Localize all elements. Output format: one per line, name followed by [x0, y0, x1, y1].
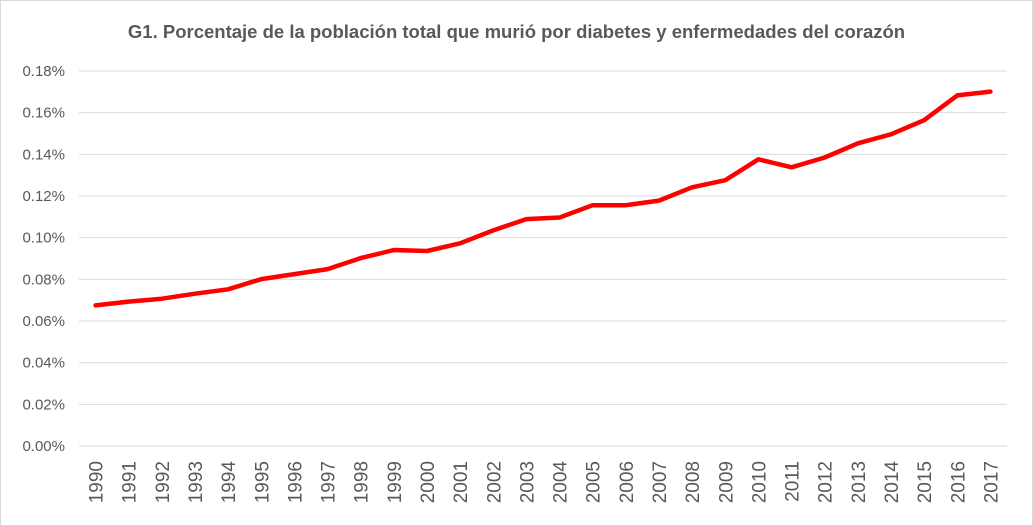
- y-tick-label: 0.16%: [22, 105, 65, 122]
- x-tick-label: 1992: [153, 461, 174, 503]
- y-tick-label: 0.18%: [22, 63, 65, 80]
- x-tick-label: 2006: [617, 461, 638, 503]
- x-tick-label: 2016: [948, 461, 969, 503]
- y-tick-label: 0.08%: [22, 271, 65, 288]
- x-tick-label: 1995: [252, 461, 273, 503]
- x-tick-label: 1991: [120, 461, 141, 503]
- series-line: [93, 89, 993, 308]
- x-tick-label: 1993: [186, 461, 207, 503]
- x-tick-label: 2003: [517, 461, 538, 503]
- y-tick-label: 0.14%: [22, 146, 65, 163]
- x-tick-label: 2005: [584, 461, 605, 503]
- x-tick-label: 2012: [816, 461, 837, 503]
- x-tick-label: 2002: [484, 461, 505, 503]
- x-tick-label: 2017: [981, 461, 1002, 503]
- chart-title: G1. Porcentaje de la población total que…: [127, 21, 906, 42]
- y-tick-label: 0.12%: [22, 188, 65, 205]
- x-tick-label: 2014: [882, 461, 903, 504]
- y-tick-label: 0.06%: [22, 313, 65, 330]
- x-tick-label: 2008: [683, 461, 704, 503]
- x-tick-label: 2001: [451, 461, 472, 503]
- y-tick-label: 0.04%: [22, 355, 65, 372]
- x-tick-label: 2007: [650, 461, 671, 503]
- x-tick-label: 1990: [87, 461, 108, 503]
- y-tick-label: 0.00%: [22, 438, 65, 455]
- x-tick-label: 2000: [418, 461, 439, 503]
- x-tick-label: 2009: [716, 461, 737, 503]
- y-tick-label: 0.02%: [22, 396, 65, 413]
- x-tick-label: 1999: [385, 461, 406, 503]
- x-tick-label: 2011: [783, 461, 804, 502]
- x-tick-label: 1994: [219, 461, 240, 504]
- x-tick-label: 2013: [849, 461, 870, 503]
- y-tick-label: 0.10%: [22, 230, 65, 247]
- x-tick-label: 2015: [915, 461, 936, 503]
- x-tick-label: 1998: [352, 461, 373, 503]
- x-tick-label: 2010: [749, 461, 770, 503]
- x-tick-label: 1996: [285, 461, 306, 503]
- x-tick-label: 1997: [319, 461, 340, 503]
- x-tick-label: 2004: [551, 461, 572, 504]
